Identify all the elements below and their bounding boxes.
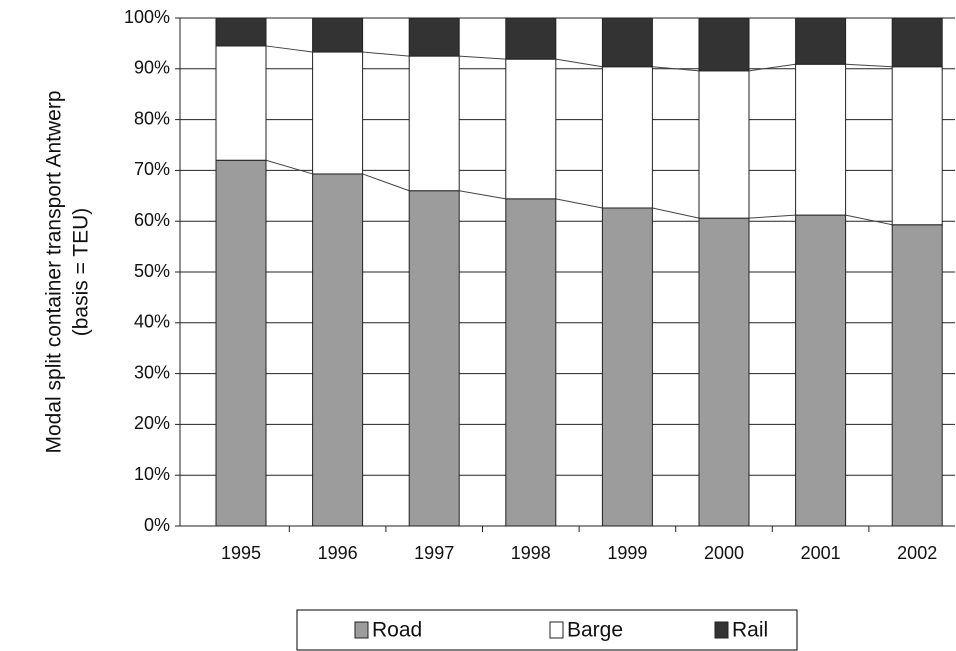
bar-segment — [601, 17, 653, 68]
legend-label: Road — [372, 619, 422, 642]
x-tick-label: 1996 — [318, 543, 358, 563]
legend-label: Rail — [732, 619, 768, 642]
series-line — [845, 63, 893, 68]
y-tick-label: 80% — [134, 108, 170, 128]
bar-segment — [698, 70, 750, 219]
bar-segment — [408, 17, 460, 57]
x-tick-label: 1999 — [607, 543, 647, 563]
bar-segment — [601, 66, 653, 209]
bar-segment — [408, 55, 460, 192]
bar-segment — [698, 217, 750, 527]
series-line — [459, 55, 506, 60]
series-line — [555, 198, 603, 209]
bar-segment — [408, 190, 460, 527]
x-tick-label: 1997 — [414, 543, 454, 563]
y-tick-label: 90% — [134, 58, 170, 78]
series-line — [265, 45, 313, 53]
bar-segment — [505, 58, 557, 200]
y-tick-label: 60% — [134, 210, 170, 230]
y-tick-label: 50% — [134, 261, 170, 281]
series-line — [362, 173, 410, 192]
bar-segment — [215, 159, 267, 527]
series-line — [652, 66, 700, 72]
bar-segment — [891, 66, 943, 226]
bar-segment — [312, 173, 364, 527]
bar-segment — [312, 17, 364, 53]
series-line — [652, 207, 700, 219]
series-line — [362, 51, 410, 57]
x-tick-label: 1998 — [511, 543, 551, 563]
y-tick-label: 10% — [134, 464, 170, 484]
bar-segment — [505, 198, 557, 527]
y-tick-label: 100% — [124, 7, 170, 27]
series-line — [459, 190, 506, 200]
bar-segment — [795, 214, 847, 527]
x-tick-label: 2002 — [897, 543, 937, 563]
y-tick-label: 20% — [134, 413, 170, 433]
x-tick-label: 2000 — [704, 543, 744, 563]
bar-segment — [891, 224, 943, 527]
bar-segment — [601, 207, 653, 527]
y-tick-label: 0% — [144, 515, 170, 535]
x-tick-label: 1995 — [221, 543, 261, 563]
y-tick-label: 30% — [134, 362, 170, 382]
bar-segment — [215, 45, 267, 161]
series-line — [555, 58, 603, 68]
bar-segment — [312, 51, 364, 175]
legend-label: Barge — [567, 619, 623, 642]
y-tick-label: 40% — [134, 312, 170, 332]
y-tick-label: 70% — [134, 159, 170, 179]
legend-swatch — [714, 621, 729, 639]
series-line — [748, 214, 796, 219]
series-line — [845, 214, 893, 226]
x-tick-label: 2001 — [801, 543, 841, 563]
series-line — [265, 159, 313, 175]
bar-segment — [795, 63, 847, 216]
bar-segment — [891, 17, 943, 68]
bar-segment — [215, 17, 267, 47]
legend-swatch — [354, 621, 369, 639]
bar-segment — [795, 17, 847, 65]
legend-swatch — [549, 621, 564, 639]
y-axis-label: (basis = TEU) — [70, 208, 93, 337]
legend-box — [296, 609, 798, 651]
bar-segment — [698, 17, 750, 72]
bar-segment — [505, 17, 557, 60]
series-line — [748, 63, 796, 72]
y-axis-label: Modal split container transport Antwerp — [43, 90, 66, 453]
